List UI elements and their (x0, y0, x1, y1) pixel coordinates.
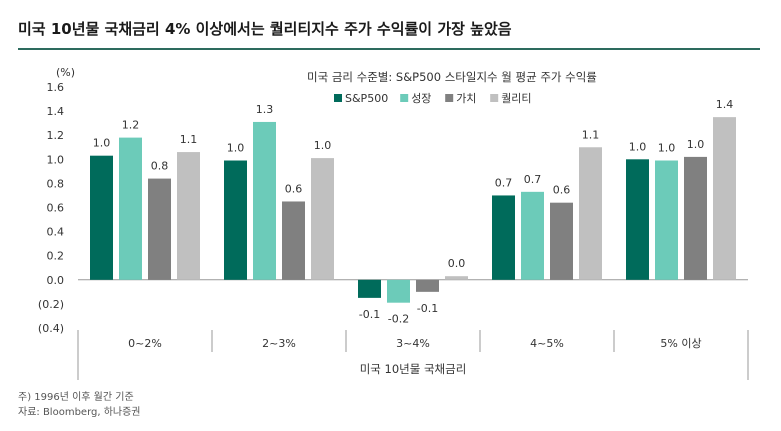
data-label: 1.2 (122, 119, 140, 132)
data-label: 0.6 (285, 182, 303, 195)
bar-퀄리티 (311, 158, 334, 280)
y-tick-label: 0.8 (47, 177, 65, 190)
y-tick-label: 0.0 (47, 274, 65, 287)
data-label: -0.1 (359, 308, 380, 321)
legend-label: 성장 (411, 92, 431, 105)
legend-swatch (334, 94, 342, 102)
legend-swatch (445, 94, 454, 102)
data-label: 0.7 (495, 176, 513, 189)
data-label: 0.0 (448, 257, 466, 270)
legend-label: 퀄리티 (501, 92, 531, 105)
x-category-label: 4~5% (530, 337, 564, 350)
title-divider (18, 48, 760, 50)
bar-성장 (119, 137, 142, 280)
x-category-label: 0~2% (128, 337, 162, 350)
chart-title: 미국 금리 수준별: S&P500 스타일지수 월 평균 주가 수익률 (307, 70, 597, 84)
bar-S&P500 (358, 279, 381, 298)
bar-가치 (148, 178, 171, 280)
data-label: 1.4 (716, 98, 734, 111)
y-tick-label: (0.4) (38, 322, 64, 335)
bar-S&P500 (224, 160, 247, 280)
bar-S&P500 (90, 155, 113, 280)
data-label: 1.0 (629, 140, 647, 153)
data-label: 1.0 (93, 137, 111, 150)
x-axis-title: 미국 10년물 국채금리 (360, 362, 467, 376)
x-category-label: 2~3% (262, 337, 296, 350)
x-category-label: 3~4% (396, 337, 430, 350)
data-label: 1.0 (227, 142, 245, 155)
legend-label: 가치 (456, 92, 476, 105)
y-tick-label: 0.2 (47, 250, 65, 263)
bar-가치 (416, 279, 439, 292)
data-label: 1.1 (582, 128, 600, 141)
bar-퀄리티 (445, 276, 468, 280)
y-tick-label: 1.6 (47, 81, 65, 94)
data-label: 0.7 (524, 173, 542, 186)
legend-label: S&P500 (345, 92, 388, 105)
bar-가치 (550, 202, 573, 280)
x-category-label: 5% 이상 (660, 337, 701, 350)
bar-S&P500 (626, 159, 649, 280)
y-tick-label: (0.2) (38, 298, 64, 311)
data-label: 0.8 (151, 160, 169, 173)
page-title: 미국 10년물 국채금리 4% 이상에서는 퀄리티지수 주가 수익률이 가장 높… (18, 20, 512, 38)
y-tick-label: 1.2 (47, 129, 65, 142)
y-tick-label: 0.4 (47, 226, 65, 239)
data-label: 1.0 (687, 138, 705, 151)
bar-가치 (684, 156, 707, 280)
bar-퀄리티 (713, 117, 736, 280)
note-text: 주) 1996년 이후 월간 기준 (18, 392, 134, 403)
y-axis-unit-label: (%) (56, 66, 75, 79)
bar-퀄리티 (177, 152, 200, 280)
bar-성장 (655, 160, 678, 280)
bar-퀄리티 (579, 147, 602, 280)
bar-성장 (387, 279, 410, 303)
y-tick-label: 0.6 (47, 202, 65, 215)
bar-가치 (282, 201, 305, 280)
bar-성장 (521, 191, 544, 280)
data-label: 1.0 (658, 142, 676, 155)
y-tick-label: 1.0 (47, 153, 65, 166)
data-label: -0.1 (417, 302, 438, 315)
data-label: 1.3 (256, 103, 274, 116)
data-label: 1.0 (314, 139, 332, 152)
data-label: -0.2 (388, 313, 409, 326)
data-label: 0.6 (553, 184, 571, 197)
data-label: 1.1 (180, 133, 198, 146)
bar-성장 (253, 121, 276, 280)
legend-swatch (490, 94, 499, 102)
legend-swatch (400, 94, 409, 102)
source-text: 자료: Bloomberg, 하나증권 (18, 407, 141, 418)
footnotes: 주) 1996년 이후 월간 기준 자료: Bloomberg, 하나증권 (18, 390, 141, 420)
y-tick-label: 1.4 (47, 105, 65, 118)
bar-S&P500 (492, 195, 515, 280)
